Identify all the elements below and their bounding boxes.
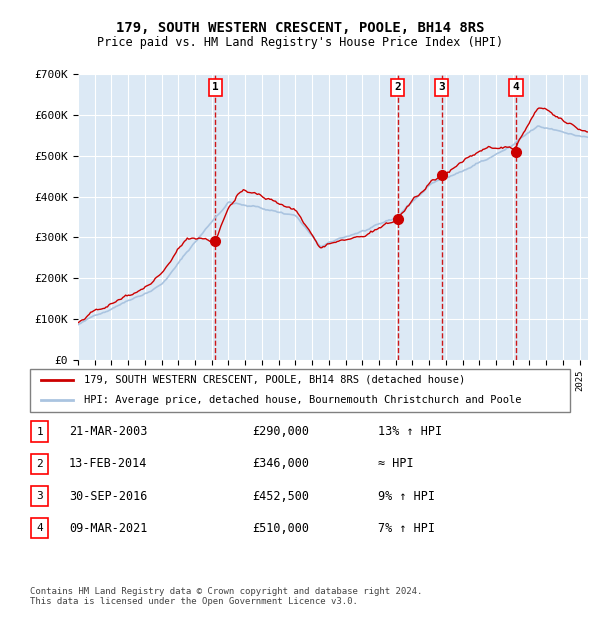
Text: 3: 3 — [439, 82, 445, 92]
Text: 9% ↑ HPI: 9% ↑ HPI — [378, 490, 435, 502]
Text: £346,000: £346,000 — [252, 458, 309, 470]
Text: 179, SOUTH WESTERN CRESCENT, POOLE, BH14 8RS: 179, SOUTH WESTERN CRESCENT, POOLE, BH14… — [116, 21, 484, 35]
Text: £452,500: £452,500 — [252, 490, 309, 502]
Text: Price paid vs. HM Land Registry's House Price Index (HPI): Price paid vs. HM Land Registry's House … — [97, 36, 503, 48]
FancyBboxPatch shape — [31, 518, 48, 538]
Text: 7% ↑ HPI: 7% ↑ HPI — [378, 522, 435, 534]
FancyBboxPatch shape — [31, 422, 48, 441]
Text: 09-MAR-2021: 09-MAR-2021 — [69, 522, 148, 534]
FancyBboxPatch shape — [31, 454, 48, 474]
Text: 2: 2 — [394, 82, 401, 92]
FancyBboxPatch shape — [31, 486, 48, 506]
Text: 3: 3 — [36, 491, 43, 501]
Text: 2: 2 — [36, 459, 43, 469]
Text: £290,000: £290,000 — [252, 425, 309, 438]
Text: 21-MAR-2003: 21-MAR-2003 — [69, 425, 148, 438]
Text: 13-FEB-2014: 13-FEB-2014 — [69, 458, 148, 470]
FancyBboxPatch shape — [30, 369, 570, 412]
Text: 30-SEP-2016: 30-SEP-2016 — [69, 490, 148, 502]
Text: 179, SOUTH WESTERN CRESCENT, POOLE, BH14 8RS (detached house): 179, SOUTH WESTERN CRESCENT, POOLE, BH14… — [84, 374, 465, 385]
Text: 4: 4 — [36, 523, 43, 533]
Text: 1: 1 — [212, 82, 218, 92]
Text: £510,000: £510,000 — [252, 522, 309, 534]
Text: 4: 4 — [512, 82, 520, 92]
Text: HPI: Average price, detached house, Bournemouth Christchurch and Poole: HPI: Average price, detached house, Bour… — [84, 395, 521, 405]
Text: 13% ↑ HPI: 13% ↑ HPI — [378, 425, 442, 438]
Text: ≈ HPI: ≈ HPI — [378, 458, 413, 470]
Text: 1: 1 — [36, 427, 43, 436]
Text: Contains HM Land Registry data © Crown copyright and database right 2024.
This d: Contains HM Land Registry data © Crown c… — [30, 587, 422, 606]
